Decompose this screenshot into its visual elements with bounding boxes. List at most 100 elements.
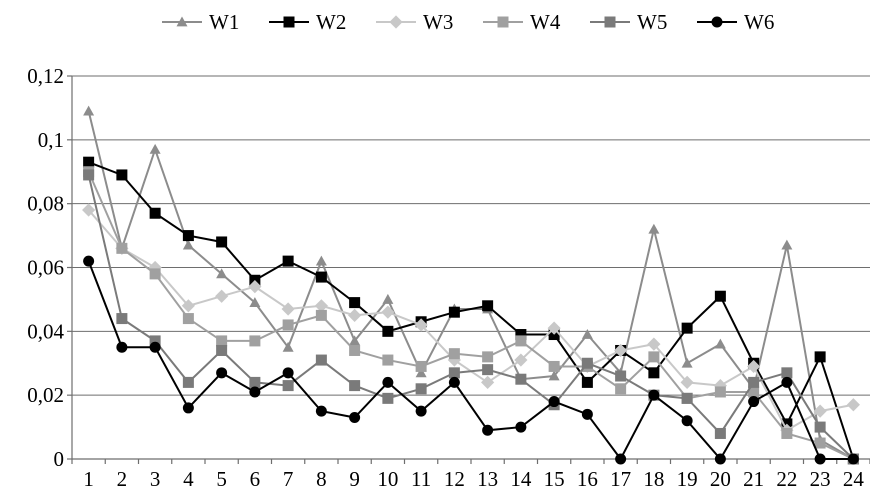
x-tick-label: 4 (183, 467, 194, 491)
data-point (282, 367, 294, 379)
data-point (681, 392, 693, 404)
data-point (382, 354, 394, 366)
data-point (648, 223, 660, 234)
legend-item-w1: W1 (162, 10, 239, 34)
x-tick-label: 18 (643, 467, 664, 491)
x-tick-label: 16 (577, 467, 598, 491)
series-line (87, 260, 854, 461)
x-tick-label: 21 (743, 467, 764, 491)
data-point (714, 338, 726, 349)
y-tick-label: 0,06 (27, 256, 64, 280)
data-point (315, 309, 327, 321)
data-point (116, 242, 128, 254)
data-point (349, 297, 361, 309)
x-tick-label: 24 (843, 467, 865, 491)
data-point (216, 335, 228, 347)
legend-label: W4 (530, 10, 561, 34)
data-point (116, 313, 128, 325)
legend-label: W1 (209, 10, 239, 34)
data-point (282, 255, 294, 267)
data-point (615, 370, 627, 382)
data-point (315, 354, 327, 366)
data-point (711, 16, 723, 28)
data-point (349, 335, 361, 346)
data-point (249, 335, 261, 347)
legend-item-w6: W6 (697, 10, 774, 34)
y-tick-label: 0,12 (27, 64, 64, 88)
data-point (216, 268, 228, 279)
data-point (781, 239, 793, 250)
data-point (414, 318, 428, 332)
data-point (282, 380, 294, 392)
series-line (88, 161, 855, 460)
y-tick-label: 0,02 (27, 383, 64, 407)
data-point (681, 322, 693, 334)
data-point (748, 396, 760, 408)
data-point (647, 337, 661, 351)
data-point (389, 15, 403, 29)
data-point (315, 255, 327, 266)
gridlines (67, 75, 870, 464)
data-point (781, 376, 793, 388)
x-tick-label: 10 (377, 467, 398, 491)
data-point (581, 408, 593, 420)
x-tick-label: 7 (283, 467, 294, 491)
data-point (515, 373, 527, 385)
data-point (249, 376, 261, 388)
data-point (482, 351, 494, 363)
data-point (747, 359, 761, 374)
data-point (846, 398, 860, 412)
legend: W1 W2 W3 W4 W5 W6 (162, 10, 774, 34)
data-point (481, 375, 495, 389)
data-point (283, 16, 295, 28)
series-lines (82, 105, 860, 465)
data-point (149, 143, 161, 154)
legend-item-w5: W5 (590, 10, 667, 34)
x-tick-label: 9 (349, 467, 360, 491)
data-point (548, 360, 560, 372)
x-tick-label: 15 (544, 467, 565, 491)
data-point (648, 389, 660, 401)
x-tick-label: 17 (610, 467, 631, 491)
data-point (249, 297, 261, 308)
data-point (281, 302, 295, 316)
data-point (813, 404, 827, 418)
data-point (116, 169, 128, 181)
data-point (415, 383, 427, 395)
x-tick-label: 2 (117, 467, 128, 491)
data-point (182, 402, 194, 414)
data-point (149, 341, 161, 353)
data-point (448, 367, 460, 379)
legend-label: W6 (744, 10, 774, 34)
data-point (680, 375, 694, 389)
series-w1 (83, 105, 859, 464)
x-tick-label: 6 (250, 467, 261, 491)
x-tick-label: 11 (411, 467, 431, 491)
x-tick-label: 22 (776, 467, 797, 491)
data-point (814, 421, 826, 433)
data-point (83, 105, 95, 116)
data-point (514, 353, 528, 367)
data-point (714, 453, 726, 465)
data-point (814, 351, 826, 363)
data-point (83, 169, 95, 181)
x-tick-label: 5 (216, 467, 227, 491)
x-tick-label: 12 (444, 467, 465, 491)
legend-item-w4: W4 (483, 10, 561, 34)
data-point (748, 386, 760, 398)
data-point (83, 156, 95, 168)
data-point (714, 290, 726, 302)
data-point (648, 351, 660, 363)
data-point (349, 380, 361, 392)
data-point (415, 405, 427, 417)
data-point (149, 335, 161, 347)
data-point (381, 305, 395, 319)
data-point (714, 386, 726, 398)
x-tick-label: 23 (810, 467, 831, 491)
data-point (382, 376, 394, 388)
data-point (581, 357, 593, 369)
data-point (181, 299, 195, 313)
legend-label: W3 (423, 10, 453, 34)
data-point (83, 255, 95, 267)
